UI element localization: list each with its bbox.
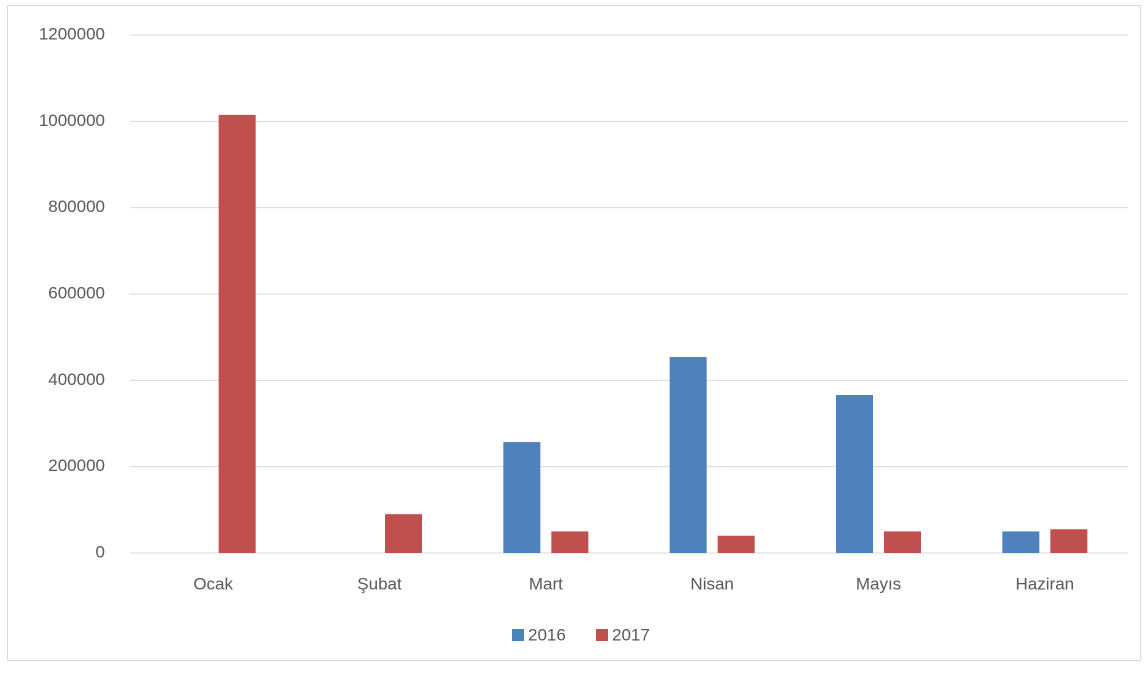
y-tick-label: 800000 bbox=[48, 197, 105, 216]
y-tick-label: 200000 bbox=[48, 456, 105, 475]
bar bbox=[669, 357, 707, 553]
bar bbox=[884, 531, 921, 553]
x-tick-label: Ocak bbox=[193, 574, 233, 593]
bar bbox=[836, 395, 873, 553]
y-tick-label: 600000 bbox=[48, 283, 105, 302]
x-tick-label: Nisan bbox=[690, 574, 733, 593]
legend-label: 2016 bbox=[528, 625, 566, 644]
legend-label: 2017 bbox=[612, 625, 650, 644]
bar bbox=[551, 531, 589, 553]
bar bbox=[1050, 529, 1088, 553]
chart-border bbox=[7, 5, 1141, 661]
bar bbox=[717, 535, 755, 553]
bar bbox=[1002, 531, 1040, 553]
bar bbox=[218, 114, 256, 553]
x-tick-label: Haziran bbox=[1016, 574, 1075, 593]
bar bbox=[503, 442, 541, 553]
x-tick-label: Mart bbox=[529, 574, 563, 593]
y-tick-label: 400000 bbox=[48, 370, 105, 389]
legend-swatch bbox=[596, 629, 608, 641]
x-tick-label: Mayıs bbox=[856, 574, 901, 593]
x-tick-label: Şubat bbox=[357, 574, 402, 593]
y-tick-label: 0 bbox=[96, 542, 105, 561]
legend-swatch bbox=[512, 629, 524, 641]
y-tick-label: 1000000 bbox=[39, 111, 105, 130]
y-tick-label: 1200000 bbox=[39, 24, 105, 43]
bar bbox=[385, 514, 422, 553]
